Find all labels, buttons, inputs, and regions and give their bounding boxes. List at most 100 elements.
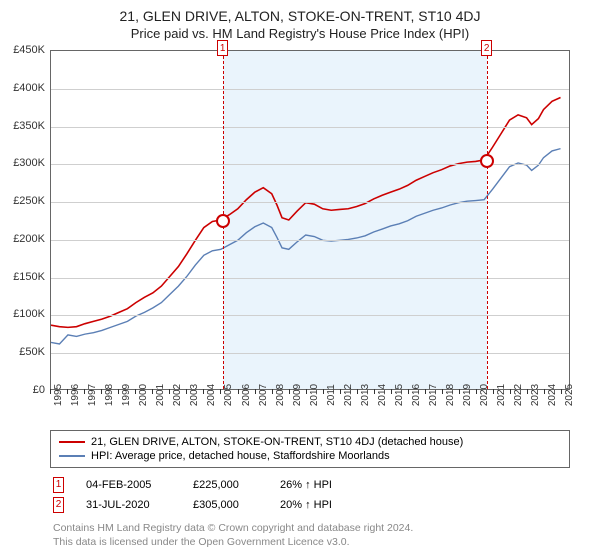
gridline xyxy=(51,127,569,128)
x-axis-label: 2009 xyxy=(292,384,303,406)
x-axis-label: 2015 xyxy=(394,384,405,406)
gridline xyxy=(51,353,569,354)
y-axis-label: £250K xyxy=(13,195,45,207)
x-tick-mark xyxy=(203,389,204,394)
x-axis-label: 2003 xyxy=(189,384,200,406)
x-tick-mark xyxy=(493,389,494,394)
x-axis-label: 2016 xyxy=(411,384,422,406)
gridline xyxy=(51,202,569,203)
y-axis-label: £300K xyxy=(13,157,45,169)
x-tick-mark xyxy=(118,389,119,394)
legend-swatch xyxy=(59,455,85,457)
x-tick-mark xyxy=(510,389,511,394)
y-axis-label: £0 xyxy=(33,384,45,396)
x-tick-mark xyxy=(544,389,545,394)
x-tick-mark xyxy=(374,389,375,394)
x-tick-mark xyxy=(67,389,68,394)
x-tick-mark xyxy=(152,389,153,394)
x-tick-mark xyxy=(101,389,102,394)
gridline xyxy=(51,315,569,316)
x-axis-label: 2010 xyxy=(309,384,320,406)
x-axis-label: 1996 xyxy=(70,384,81,406)
x-tick-mark xyxy=(459,389,460,394)
x-axis-label: 2017 xyxy=(428,384,439,406)
transaction-price: £305,000 xyxy=(193,499,258,511)
x-tick-mark xyxy=(323,389,324,394)
legend-row: 21, GLEN DRIVE, ALTON, STOKE-ON-TRENT, S… xyxy=(59,435,561,449)
chart-title-address: 21, GLEN DRIVE, ALTON, STOKE-ON-TRENT, S… xyxy=(0,0,600,24)
x-tick-mark xyxy=(391,389,392,394)
x-axis-label: 2008 xyxy=(275,384,286,406)
x-axis-label: 2021 xyxy=(496,384,507,406)
transaction-date: 31-JUL-2020 xyxy=(86,499,171,511)
x-axis-label: 2024 xyxy=(547,384,558,406)
x-axis-label: 2020 xyxy=(479,384,490,406)
legend-label: 21, GLEN DRIVE, ALTON, STOKE-ON-TRENT, S… xyxy=(91,436,463,448)
transaction-date: 04-FEB-2005 xyxy=(86,479,171,491)
footer-attribution: Contains HM Land Registry data © Crown c… xyxy=(50,515,570,549)
sale-marker-badge: 2 xyxy=(481,40,492,56)
x-tick-mark xyxy=(135,389,136,394)
chart-container: 21, GLEN DRIVE, ALTON, STOKE-ON-TRENT, S… xyxy=(0,0,600,560)
sale-marker-badge: 1 xyxy=(53,477,64,493)
x-tick-mark xyxy=(255,389,256,394)
x-axis-label: 2011 xyxy=(326,384,337,406)
x-axis-label: 2006 xyxy=(241,384,252,406)
x-tick-mark xyxy=(169,389,170,394)
transaction-hpi-delta: 26% ↑ HPI xyxy=(280,479,332,491)
legend-label: HPI: Average price, detached house, Staf… xyxy=(91,450,390,462)
legend-swatch xyxy=(59,441,85,443)
x-axis-label: 2005 xyxy=(223,384,234,406)
x-axis-label: 2013 xyxy=(360,384,371,406)
x-tick-mark xyxy=(50,389,51,394)
gridline xyxy=(51,240,569,241)
x-axis-label: 2014 xyxy=(377,384,388,406)
x-axis-label: 2002 xyxy=(172,384,183,406)
x-axis-label: 1997 xyxy=(87,384,98,406)
x-axis-label: 1995 xyxy=(53,384,64,406)
transaction-price: £225,000 xyxy=(193,479,258,491)
sale-marker-line xyxy=(487,51,488,389)
y-axis-label: £350K xyxy=(13,120,45,132)
x-axis-label: 2022 xyxy=(513,384,524,406)
sale-point-icon xyxy=(480,154,494,168)
x-axis-label: 2025 xyxy=(564,384,575,406)
y-axis-label: £150K xyxy=(13,271,45,283)
x-tick-mark xyxy=(272,389,273,394)
x-tick-mark xyxy=(357,389,358,394)
x-tick-mark xyxy=(425,389,426,394)
x-tick-mark xyxy=(306,389,307,394)
x-axis-label: 2023 xyxy=(530,384,541,406)
plot-area xyxy=(50,50,570,390)
x-tick-mark xyxy=(186,389,187,394)
sale-marker-badge: 1 xyxy=(217,40,228,56)
x-axis-label: 2019 xyxy=(462,384,473,406)
series-legend: 21, GLEN DRIVE, ALTON, STOKE-ON-TRENT, S… xyxy=(50,430,570,468)
gridline xyxy=(51,278,569,279)
y-axis-label: £200K xyxy=(13,233,45,245)
x-tick-mark xyxy=(476,389,477,394)
y-axis-label: £400K xyxy=(13,82,45,94)
x-tick-mark xyxy=(84,389,85,394)
y-axis-label: £50K xyxy=(19,346,45,358)
legend-row: HPI: Average price, detached house, Staf… xyxy=(59,449,561,463)
x-tick-mark xyxy=(408,389,409,394)
transaction-hpi-delta: 20% ↑ HPI xyxy=(280,499,332,511)
x-axis-label: 2004 xyxy=(206,384,217,406)
chart-subtitle: Price paid vs. HM Land Registry's House … xyxy=(0,24,600,41)
x-tick-mark xyxy=(527,389,528,394)
x-axis-label: 2000 xyxy=(138,384,149,406)
x-axis-label: 2001 xyxy=(155,384,166,406)
x-axis-label: 2012 xyxy=(343,384,354,406)
x-axis-label: 2007 xyxy=(258,384,269,406)
sale-point-icon xyxy=(216,214,230,228)
x-tick-mark xyxy=(442,389,443,394)
x-axis-label: 2018 xyxy=(445,384,456,406)
x-tick-mark xyxy=(561,389,562,394)
x-tick-mark xyxy=(238,389,239,394)
sale-marker-badge: 2 xyxy=(53,497,64,513)
y-axis-label: £100K xyxy=(13,308,45,320)
line-series-svg xyxy=(51,51,569,389)
x-tick-mark xyxy=(289,389,290,394)
legend-and-footer: 21, GLEN DRIVE, ALTON, STOKE-ON-TRENT, S… xyxy=(50,430,570,549)
